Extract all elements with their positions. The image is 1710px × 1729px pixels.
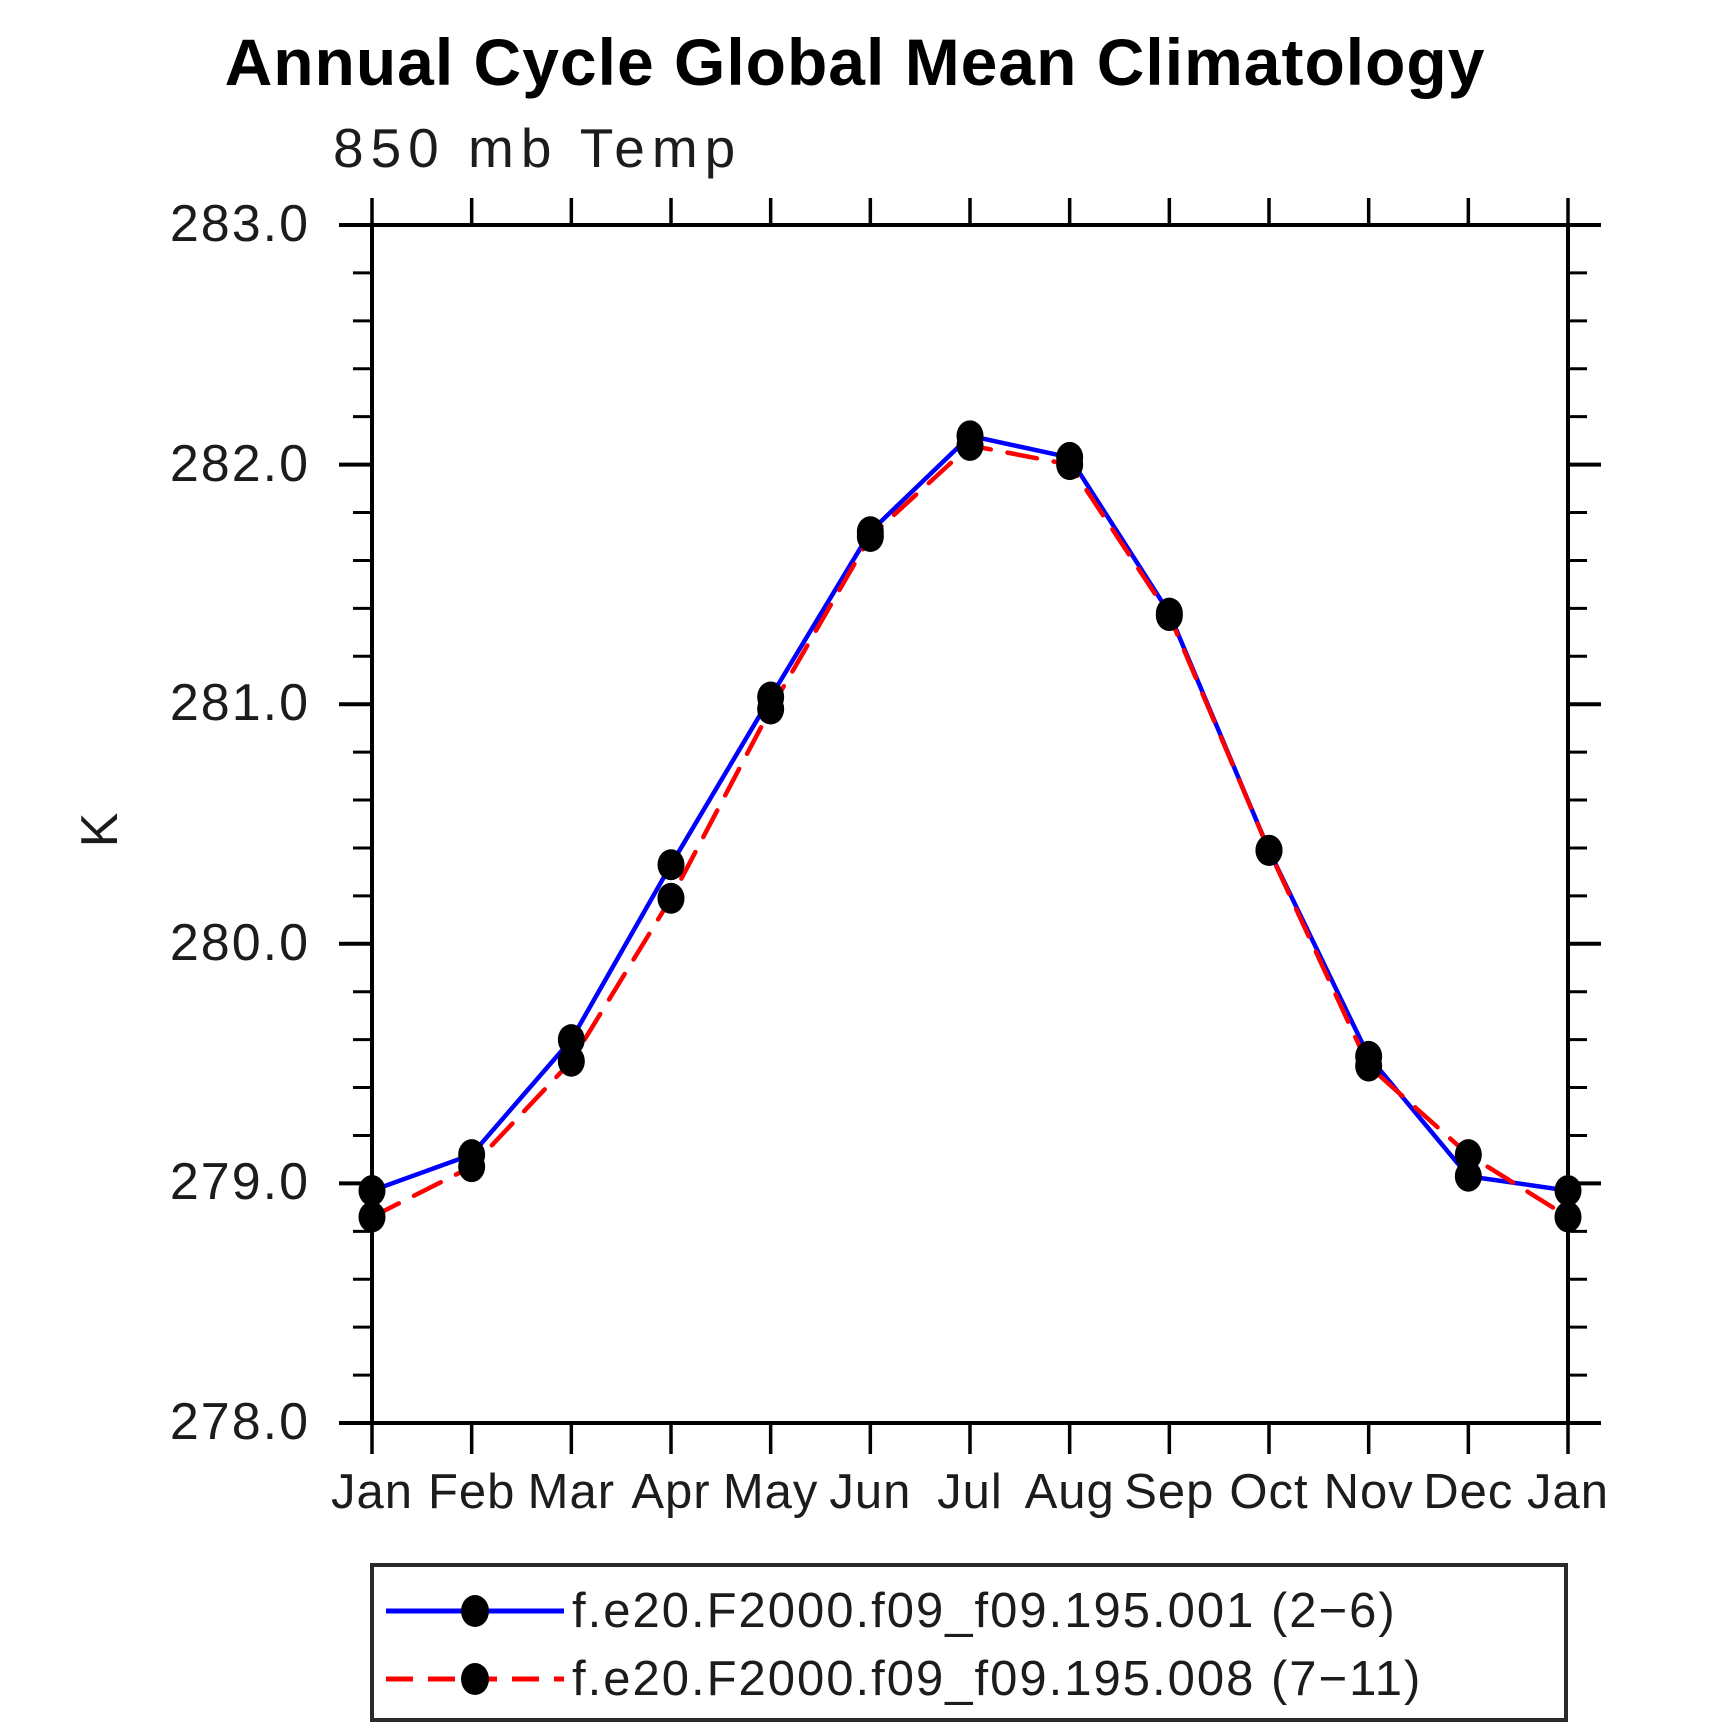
legend-marker-series1 (461, 1595, 489, 1627)
data-point-series-1 (657, 849, 685, 881)
y-tick-label: 278.0 (169, 1393, 310, 1451)
plot-frame (370, 223, 1570, 1425)
data-point-series-1 (1454, 1160, 1482, 1192)
x-tick-label: Jun (829, 1465, 912, 1519)
data-point-series-2 (1056, 449, 1084, 481)
y-tick-label: 282.0 (169, 434, 310, 493)
x-tick-label: Sep (1124, 1465, 1215, 1519)
x-tick-label: Jul (937, 1465, 1003, 1519)
x-tick-label: Mar (527, 1465, 616, 1519)
data-point-series-2 (956, 429, 984, 461)
data-point-series-1 (1554, 1175, 1582, 1207)
data-point-series-2 (557, 1045, 585, 1077)
x-tick-label: Oct (1229, 1465, 1309, 1519)
x-tick-label: Jan (1526, 1465, 1609, 1519)
series-line-2 (369, 443, 1571, 1220)
chart-subtitle: 850 mb Temp (333, 117, 743, 179)
legend-entry-series2: f.e20.F2000.f09_f09.195.008 (7−11) (374, 1652, 1422, 1706)
data-point-series-2 (1554, 1201, 1582, 1233)
data-point-series-1 (557, 1024, 585, 1056)
data-point-series-2 (458, 1151, 486, 1183)
data-point-series-2 (856, 520, 884, 552)
legend: f.e20.F2000.f09_f09.195.001 (2−6) f.e20.… (370, 1563, 1568, 1722)
y-tick-label: 283.0 (169, 195, 310, 253)
data-point-series-2 (1355, 1050, 1383, 1082)
data-point-series-2 (1155, 600, 1183, 632)
y-tick-label: 280.0 (169, 913, 310, 972)
x-tick-label: Jan (330, 1465, 413, 1519)
legend-marker-series2 (461, 1663, 489, 1695)
legend-label-series1: f.e20.F2000.f09_f09.195.001 (2−6) (572, 1584, 1397, 1638)
y-tick-label: 279.0 (169, 1153, 310, 1212)
legend-sample-dashed-line-icon (386, 1663, 564, 1695)
x-tick-label: Apr (631, 1465, 711, 1519)
data-point-series-2 (757, 693, 785, 725)
x-tick-label: Nov (1323, 1465, 1414, 1519)
legend-label-series2: f.e20.F2000.f09_f09.195.008 (7−11) (572, 1652, 1423, 1706)
y-tick-label: 281.0 (169, 674, 310, 733)
data-point-series-2 (1454, 1139, 1482, 1171)
data-point-series-2 (1255, 834, 1283, 866)
x-tick-label: Feb (427, 1465, 516, 1519)
x-tick-label: May (722, 1465, 819, 1519)
chart-title: Annual Cycle Global Mean Climatology (224, 25, 1486, 99)
data-point-series-2 (358, 1201, 386, 1233)
data-point-series-2 (657, 882, 685, 914)
x-tick-label: Aug (1024, 1465, 1115, 1519)
legend-entry-series1: f.e20.F2000.f09_f09.195.001 (2−6) (374, 1584, 1397, 1638)
data-point-series-1 (358, 1175, 386, 1207)
legend-sample-solid-line-icon (386, 1595, 564, 1627)
x-tick-label: Dec (1423, 1465, 1514, 1519)
series-line-1 (369, 433, 1571, 1193)
